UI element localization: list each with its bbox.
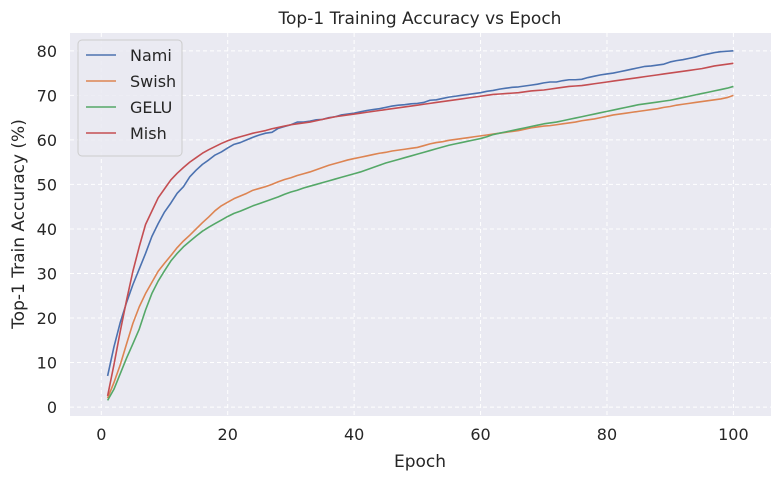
y-tick-label: 50 <box>37 175 57 194</box>
plot-area <box>70 33 771 416</box>
x-tick-label: 60 <box>470 425 490 444</box>
x-tick-labels: 0 20 40 60 80 100 <box>96 425 748 444</box>
y-tick-label: 80 <box>37 42 57 61</box>
series-lines <box>106 50 734 401</box>
legend-label: Swish <box>130 72 176 91</box>
x-axis-label: Epoch <box>394 452 446 472</box>
series-line-nami <box>106 50 734 377</box>
grid <box>70 33 771 416</box>
x-tick-label: 0 <box>96 425 106 444</box>
x-tick-label: 40 <box>344 425 364 444</box>
y-axis-label: Top-1 Train Accuracy (%) <box>9 119 29 330</box>
legend: Nami Swish GELU Mish <box>77 39 183 157</box>
series-line-gelu <box>106 85 734 401</box>
y-tick-labels: 0 10 20 30 40 50 60 70 80 <box>37 42 57 417</box>
series-line-swish <box>106 94 734 399</box>
y-tick-label: 60 <box>37 131 57 150</box>
y-tick-label: 10 <box>37 354 57 373</box>
y-tick-label: 20 <box>37 309 57 328</box>
y-tick-label: 0 <box>47 398 57 417</box>
chart-title: Top-1 Training Accuracy vs Epoch <box>278 9 562 29</box>
x-tick-label: 100 <box>718 425 749 444</box>
series-line-mish <box>106 62 734 397</box>
y-tick-label: 30 <box>37 264 57 283</box>
y-tick-label: 70 <box>37 86 57 105</box>
legend-box <box>77 39 183 157</box>
legend-label: Nami <box>130 46 172 65</box>
y-tick-label: 40 <box>37 220 57 239</box>
legend-label: Mish <box>130 124 167 143</box>
x-tick-label: 80 <box>597 425 617 444</box>
legend-label: GELU <box>130 98 172 117</box>
x-tick-label: 20 <box>218 425 238 444</box>
